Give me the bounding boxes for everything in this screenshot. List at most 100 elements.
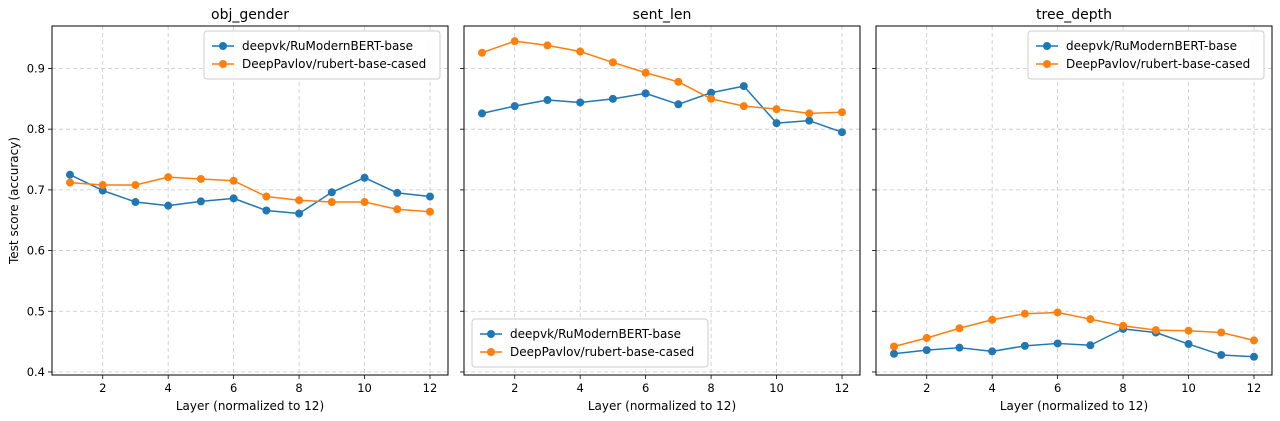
x-tick-label: 8 [707,381,714,395]
data-point [922,333,931,342]
chart-title: obj_gender [211,7,289,23]
data-point [576,47,585,56]
data-point [262,206,271,215]
chart-title: sent_len [633,7,692,23]
axes-frame [51,25,449,376]
data-point [1053,308,1062,317]
data-point [327,198,336,207]
data-point [98,181,107,190]
data-point [393,188,402,197]
series-line-1 [481,40,843,115]
data-point [805,116,814,125]
legend-marker-0 [487,330,495,338]
data-point [922,346,931,355]
data-point [772,119,781,128]
y-tick-label: 0.7 [27,183,45,197]
legend-marker-1 [219,60,227,68]
data-point [608,94,617,103]
data-point [360,198,369,207]
y-tick-label: 0.5 [27,304,45,318]
data-point [360,173,369,182]
data-point [295,209,304,218]
data-point [838,108,846,117]
x-tick-label: 6 [1054,381,1061,395]
data-point [1020,341,1029,350]
x-tick-label: 10 [769,381,784,395]
x-tick-label: 12 [423,381,438,395]
x-tick-label: 4 [989,381,996,395]
data-point [641,89,650,98]
data-point [131,181,140,190]
data-point [1086,315,1095,324]
data-point [510,37,519,46]
data-point [543,96,552,105]
y-tick-label: 0.9 [27,61,45,75]
x-tick-label: 8 [1119,381,1126,395]
data-point [608,58,617,67]
data-point [426,207,434,216]
chart-panel-sent-len: 2 4 6 8 10 12 sent_len Layer (normalized to 12)… [460,7,861,413]
x-tick-label: 10 [357,381,372,395]
legend-frame [203,30,441,80]
x-tick-label: 6 [230,381,237,395]
data-point [890,342,898,351]
data-point [707,88,716,97]
chart-panel-tree-depth: 2 4 6 8 10 12 tree_depth Layer (normalized to 1… [872,7,1273,413]
data-point [1217,350,1226,359]
x-axis-label: Layer (normalized to 12) [588,399,736,413]
legend-marker-1 [487,348,495,356]
series-line-1 [69,176,431,213]
data-point [66,178,74,187]
data-point [739,102,748,111]
legend-label-1: DeepPavlov/rubert-base-cased [242,57,426,71]
series-line-0 [69,174,431,215]
x-tick-label: 10 [1181,381,1196,395]
data-point [229,176,238,185]
x-tick-label: 2 [511,381,518,395]
legend-frame [1027,30,1265,80]
data-point [196,174,205,183]
data-point [772,105,781,114]
data-point [641,68,650,77]
y-tick-label: 0.8 [27,122,45,136]
x-axis-label: Layer (normalized to 12) [1000,399,1148,413]
data-point [66,170,74,179]
legend-marker-1 [1043,60,1051,68]
data-point [1184,340,1193,349]
data-point [131,198,140,207]
legend-label-1: DeepPavlov/rubert-base-cased [1066,57,1250,71]
x-tick-label: 4 [577,381,584,395]
data-point [988,347,997,356]
y-axis-label: Test score (accuracy) [7,137,21,265]
x-tick-label: 12 [835,381,850,395]
data-point [955,324,964,333]
data-point [1086,341,1095,350]
series-line-0 [481,85,843,133]
data-point [510,102,519,111]
data-point [576,98,585,107]
legend-label-0: deepvk/RuModernBERT-base [242,39,413,53]
legend-label-0: deepvk/RuModernBERT-base [510,327,681,341]
data-point [739,82,748,91]
data-point [478,48,486,57]
data-point [426,192,434,201]
series-line-1 [893,311,1255,348]
axes-frame [875,25,1273,376]
legend: deepvk/RuModernBERT-base DeepPavlov/ruber… [471,318,709,368]
legend-marker-0 [219,42,227,50]
data-point [164,201,173,210]
data-point [262,192,271,201]
data-point [229,194,238,203]
data-point [1217,328,1226,337]
chart-title: tree_depth [1036,7,1112,23]
data-point [890,349,898,358]
legend-marker-0 [1043,42,1051,50]
data-point [196,197,205,206]
data-point [327,188,336,197]
data-point [838,128,846,137]
data-point [674,77,683,86]
data-point [1250,336,1258,345]
y-tick-label: 0.4 [27,365,45,379]
data-point [955,343,964,352]
